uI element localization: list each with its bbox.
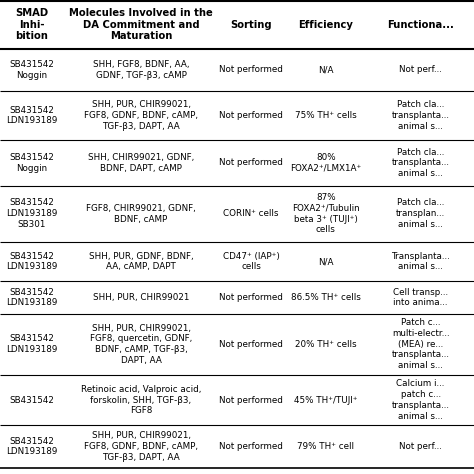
Text: Transplanta...
animal s...: Transplanta... animal s... bbox=[392, 252, 450, 272]
Text: 87%
FOXA2⁺/Tubulin
beta 3⁺ (TUJI⁺)
cells: 87% FOXA2⁺/Tubulin beta 3⁺ (TUJI⁺) cells bbox=[292, 193, 360, 234]
Text: Calcium i...
patch c...
transplanta...
animal s...: Calcium i... patch c... transplanta... a… bbox=[392, 379, 450, 420]
Text: SHH, PUR, CHIR99021,
FGF8, quercetin, GDNF,
BDNF, cAMP, TGF-β3,
DAPT, AA: SHH, PUR, CHIR99021, FGF8, quercetin, GD… bbox=[90, 323, 192, 365]
Text: 79% TH⁺ cell: 79% TH⁺ cell bbox=[297, 442, 355, 451]
Text: SB431542
LDN193189: SB431542 LDN193189 bbox=[6, 437, 58, 456]
Text: SHH, PUR, CHIR99021: SHH, PUR, CHIR99021 bbox=[93, 293, 189, 302]
Text: Patch cla...
transplanta...
animal s...: Patch cla... transplanta... animal s... bbox=[392, 148, 450, 178]
Text: N/A: N/A bbox=[318, 65, 334, 74]
Text: Not performed: Not performed bbox=[219, 442, 283, 451]
Text: SB431542
Noggin: SB431542 Noggin bbox=[9, 60, 55, 80]
Text: 45% TH⁺/TUJI⁺: 45% TH⁺/TUJI⁺ bbox=[294, 395, 357, 404]
Text: Molecules Involved in the
DA Commitment and
Maturation: Molecules Involved in the DA Commitment … bbox=[69, 8, 213, 41]
Text: SMAD
Inhi-
bition: SMAD Inhi- bition bbox=[16, 8, 48, 41]
Text: Not performed: Not performed bbox=[219, 65, 283, 74]
Text: SB431542: SB431542 bbox=[9, 395, 55, 404]
Text: SB431542
LDN193189: SB431542 LDN193189 bbox=[6, 288, 58, 308]
Text: Not perf...: Not perf... bbox=[399, 442, 442, 451]
Text: Sorting: Sorting bbox=[230, 20, 272, 30]
Text: SB431542
LDN193189: SB431542 LDN193189 bbox=[6, 334, 58, 354]
Text: Efficiency: Efficiency bbox=[299, 20, 353, 30]
Text: Retinoic acid, Valproic acid,
forskolin, SHH, TGF-β3,
FGF8: Retinoic acid, Valproic acid, forskolin,… bbox=[81, 385, 201, 415]
Text: SHH, PUR, GDNF, BDNF,
AA, cAMP, DAPT: SHH, PUR, GDNF, BDNF, AA, cAMP, DAPT bbox=[89, 252, 193, 272]
Text: SHH, CHIR99021, GDNF,
BDNF, DAPT, cAMP: SHH, CHIR99021, GDNF, BDNF, DAPT, cAMP bbox=[88, 153, 194, 173]
Text: Functiona...: Functiona... bbox=[387, 20, 454, 30]
Text: Patch cla...
transplan...
animal s...: Patch cla... transplan... animal s... bbox=[396, 199, 445, 229]
Text: Not perf...: Not perf... bbox=[399, 65, 442, 74]
Text: Not performed: Not performed bbox=[219, 158, 283, 167]
Text: Patch c...
multi-electr...
(MEA) re...
transplanta...
animal s...: Patch c... multi-electr... (MEA) re... t… bbox=[392, 318, 450, 370]
Text: 20% TH⁺ cells: 20% TH⁺ cells bbox=[295, 340, 357, 349]
Text: Cell transp...
into anima...: Cell transp... into anima... bbox=[393, 288, 448, 308]
Text: Not performed: Not performed bbox=[219, 111, 283, 120]
Text: SB431542
LDN193189: SB431542 LDN193189 bbox=[6, 106, 58, 126]
Text: SB431542
Noggin: SB431542 Noggin bbox=[9, 153, 55, 173]
Text: Not performed: Not performed bbox=[219, 293, 283, 302]
Text: Not performed: Not performed bbox=[219, 340, 283, 349]
Text: SHH, FGF8, BDNF, AA,
GDNF, TGF-β3, cAMP: SHH, FGF8, BDNF, AA, GDNF, TGF-β3, cAMP bbox=[93, 60, 189, 80]
Text: CORIN⁺ cells: CORIN⁺ cells bbox=[223, 209, 279, 218]
Text: FGF8, CHIR99021, GDNF,
BDNF, cAMP: FGF8, CHIR99021, GDNF, BDNF, cAMP bbox=[86, 204, 196, 224]
Text: SHH, PUR, CHIR99021,
FGF8, GDNF, BDNF, cAMP,
TGF-β3, DAPT, AA: SHH, PUR, CHIR99021, FGF8, GDNF, BDNF, c… bbox=[84, 431, 198, 462]
Text: SHH, PUR, CHIR99021,
FGF8, GDNF, BDNF, cAMP,
TGF-β3, DAPT, AA: SHH, PUR, CHIR99021, FGF8, GDNF, BDNF, c… bbox=[84, 100, 198, 131]
Text: 86.5% TH⁺ cells: 86.5% TH⁺ cells bbox=[291, 293, 361, 302]
Text: 80%
FOXA2⁺/LMX1A⁺: 80% FOXA2⁺/LMX1A⁺ bbox=[290, 153, 362, 173]
Text: CD47⁺ (IAP⁺)
cells: CD47⁺ (IAP⁺) cells bbox=[223, 252, 280, 272]
Text: 75% TH⁺ cells: 75% TH⁺ cells bbox=[295, 111, 357, 120]
Text: SB431542
LDN193189
SB301: SB431542 LDN193189 SB301 bbox=[6, 199, 58, 229]
Text: N/A: N/A bbox=[318, 257, 334, 266]
Text: Not performed: Not performed bbox=[219, 395, 283, 404]
Text: SB431542
LDN193189: SB431542 LDN193189 bbox=[6, 252, 58, 272]
Text: Patch cla...
transplanta...
animal s...: Patch cla... transplanta... animal s... bbox=[392, 100, 450, 131]
